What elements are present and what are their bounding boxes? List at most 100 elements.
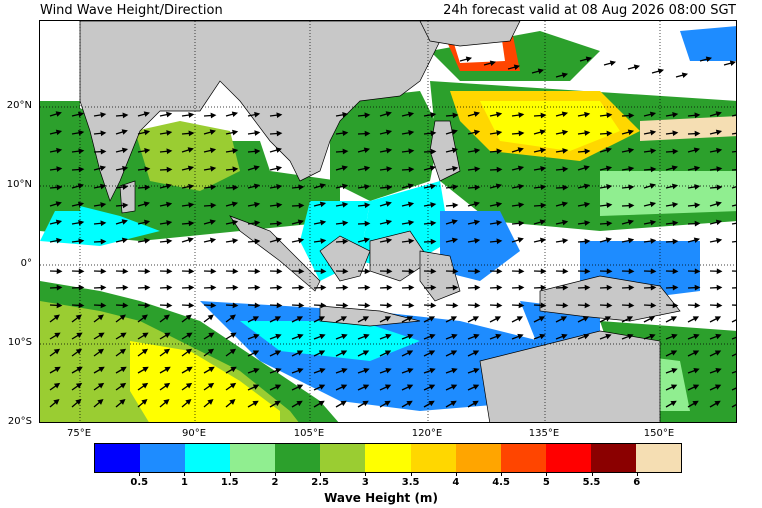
colorbar-tick-mark <box>501 473 503 476</box>
wave-direction-arrowhead <box>364 112 371 119</box>
wave-direction-arrowhead <box>207 314 214 321</box>
wave-direction-arrowhead <box>342 238 349 245</box>
wave-direction-arrowhead <box>452 184 459 190</box>
wave-direction-arrowhead <box>210 284 217 291</box>
wave-map-canvas <box>40 21 736 422</box>
wave-direction-arrowhead <box>166 220 173 226</box>
wave-direction-arrowhead <box>649 183 656 189</box>
wave-direction-arrowhead <box>408 238 415 245</box>
wave-direction-arrowhead <box>408 129 415 136</box>
wave-direction-arrowhead <box>430 130 437 137</box>
wave-direction-arrowhead <box>517 165 525 172</box>
wave-direction-arrowhead <box>407 183 414 189</box>
wave-direction-arrowhead <box>452 268 459 275</box>
wave-direction-arrowhead <box>385 201 392 207</box>
wave-direction-arrowhead <box>473 333 480 340</box>
wave-direction-arrowhead <box>56 237 63 244</box>
wave-direction-arrowhead <box>540 112 547 119</box>
wave-direction-arrowhead <box>451 367 458 374</box>
wave-direction-arrowhead <box>119 399 126 405</box>
colorbar-segment <box>590 444 636 472</box>
wave-direction-arrowhead <box>100 220 107 227</box>
wave-direction-arrowhead <box>539 333 546 340</box>
colorbar-tick-label: 6 <box>633 477 641 488</box>
wave-direction-arrowhead <box>342 111 349 118</box>
wave-direction-arrowhead <box>319 201 327 208</box>
wave-direction-arrowhead <box>340 384 348 390</box>
colorbar-tick-mark <box>365 473 367 476</box>
wave-direction-arrowhead <box>320 302 327 309</box>
colorbar-tick-label: 4 <box>452 477 460 488</box>
wave-direction-arrowhead <box>100 148 107 155</box>
wave-direction-arrowhead <box>100 238 107 245</box>
wave-direction-arrowhead <box>694 302 701 309</box>
wave-direction-arrowhead <box>562 148 569 154</box>
wave-direction-arrowhead <box>364 268 371 275</box>
wave-direction-arrowhead <box>141 382 149 389</box>
wave-direction-arrowhead <box>648 316 656 322</box>
wave-direction-arrowhead <box>450 400 457 407</box>
colorbar <box>94 443 682 473</box>
wave-direction-arrowhead <box>633 64 641 71</box>
colorbar-segment <box>410 444 456 472</box>
wave-direction-arrowhead <box>318 316 326 322</box>
wave-direction-arrowhead <box>320 268 327 275</box>
wave-direction-arrowhead <box>275 333 282 340</box>
wave-direction-arrowhead <box>561 201 569 208</box>
wave-direction-arrowhead <box>562 268 569 275</box>
wave-direction-arrowhead <box>143 219 151 226</box>
colorbar-tick-label: 0.5 <box>130 477 149 488</box>
wave-direction-arrowhead <box>584 201 591 208</box>
wave-direction-arrowhead <box>77 111 85 118</box>
wave-direction-arrowhead <box>100 202 107 208</box>
wave-direction-arrowhead <box>406 400 413 407</box>
wave-direction-arrowhead <box>474 184 481 191</box>
wave-direction-arrowhead <box>341 183 349 190</box>
wave-direction-arrowhead <box>650 166 657 173</box>
wave-direction-arrowhead <box>164 366 171 373</box>
wave-direction-arrowhead <box>657 68 665 75</box>
wave-direction-arrowhead <box>430 148 437 155</box>
wave-direction-arrowhead <box>407 333 414 340</box>
wave-direction-arrowhead <box>716 237 723 244</box>
wave-direction-arrowhead <box>539 129 546 135</box>
wave-direction-arrowhead <box>628 147 635 154</box>
forecast-valid-time: 24h forecast valid at 08 Aug 2026 08:00 … <box>443 3 736 18</box>
wave-map[interactable] <box>39 20 737 423</box>
wave-direction-arrowhead <box>144 284 151 291</box>
wave-direction-arrowhead <box>210 268 217 275</box>
wave-direction-arrowhead <box>166 130 173 136</box>
land-masses <box>79 21 681 422</box>
wave-direction-arrowhead <box>100 183 107 190</box>
wave-direction-arrowhead <box>298 302 305 309</box>
wave-direction-arrowhead <box>318 400 325 407</box>
wave-direction-arrowhead <box>473 129 481 136</box>
wave-direction-arrowhead <box>452 302 459 309</box>
wave-direction-arrowhead <box>694 268 701 275</box>
colorbar-tick-mark <box>320 473 322 476</box>
colorbar-label: Wave Height (m) <box>324 491 438 505</box>
wave-direction-arrowhead <box>166 166 173 173</box>
wave-direction-arrowhead <box>187 237 194 243</box>
colorbar-tick-mark <box>139 473 141 476</box>
wave-direction-arrowhead <box>384 384 392 390</box>
colorbar-tick-label: 2 <box>271 477 279 488</box>
wave-direction-arrowhead <box>100 268 107 275</box>
wave-direction-arrowhead <box>363 147 371 154</box>
wave-direction-arrowhead <box>210 184 217 191</box>
wave-direction-arrowhead <box>342 268 349 275</box>
wave-direction-arrowhead <box>232 148 239 154</box>
wave-direction-arrowhead <box>364 165 371 172</box>
wave-direction-arrowhead <box>408 166 415 173</box>
wave-direction-arrowhead <box>451 129 458 135</box>
wave-direction-arrowhead <box>232 166 239 173</box>
wave-direction-arrowhead <box>122 268 129 275</box>
wave-direction-arrowhead <box>517 147 524 153</box>
wave-direction-arrowhead <box>605 237 612 243</box>
wave-direction-arrowhead <box>430 183 437 190</box>
wave-direction-arrowhead <box>165 183 173 190</box>
wave-direction-arrowhead <box>562 219 569 226</box>
wave-direction-arrowhead <box>363 237 371 244</box>
wave-direction-arrowhead <box>232 284 239 291</box>
wave-direction-arrowhead <box>163 399 170 405</box>
